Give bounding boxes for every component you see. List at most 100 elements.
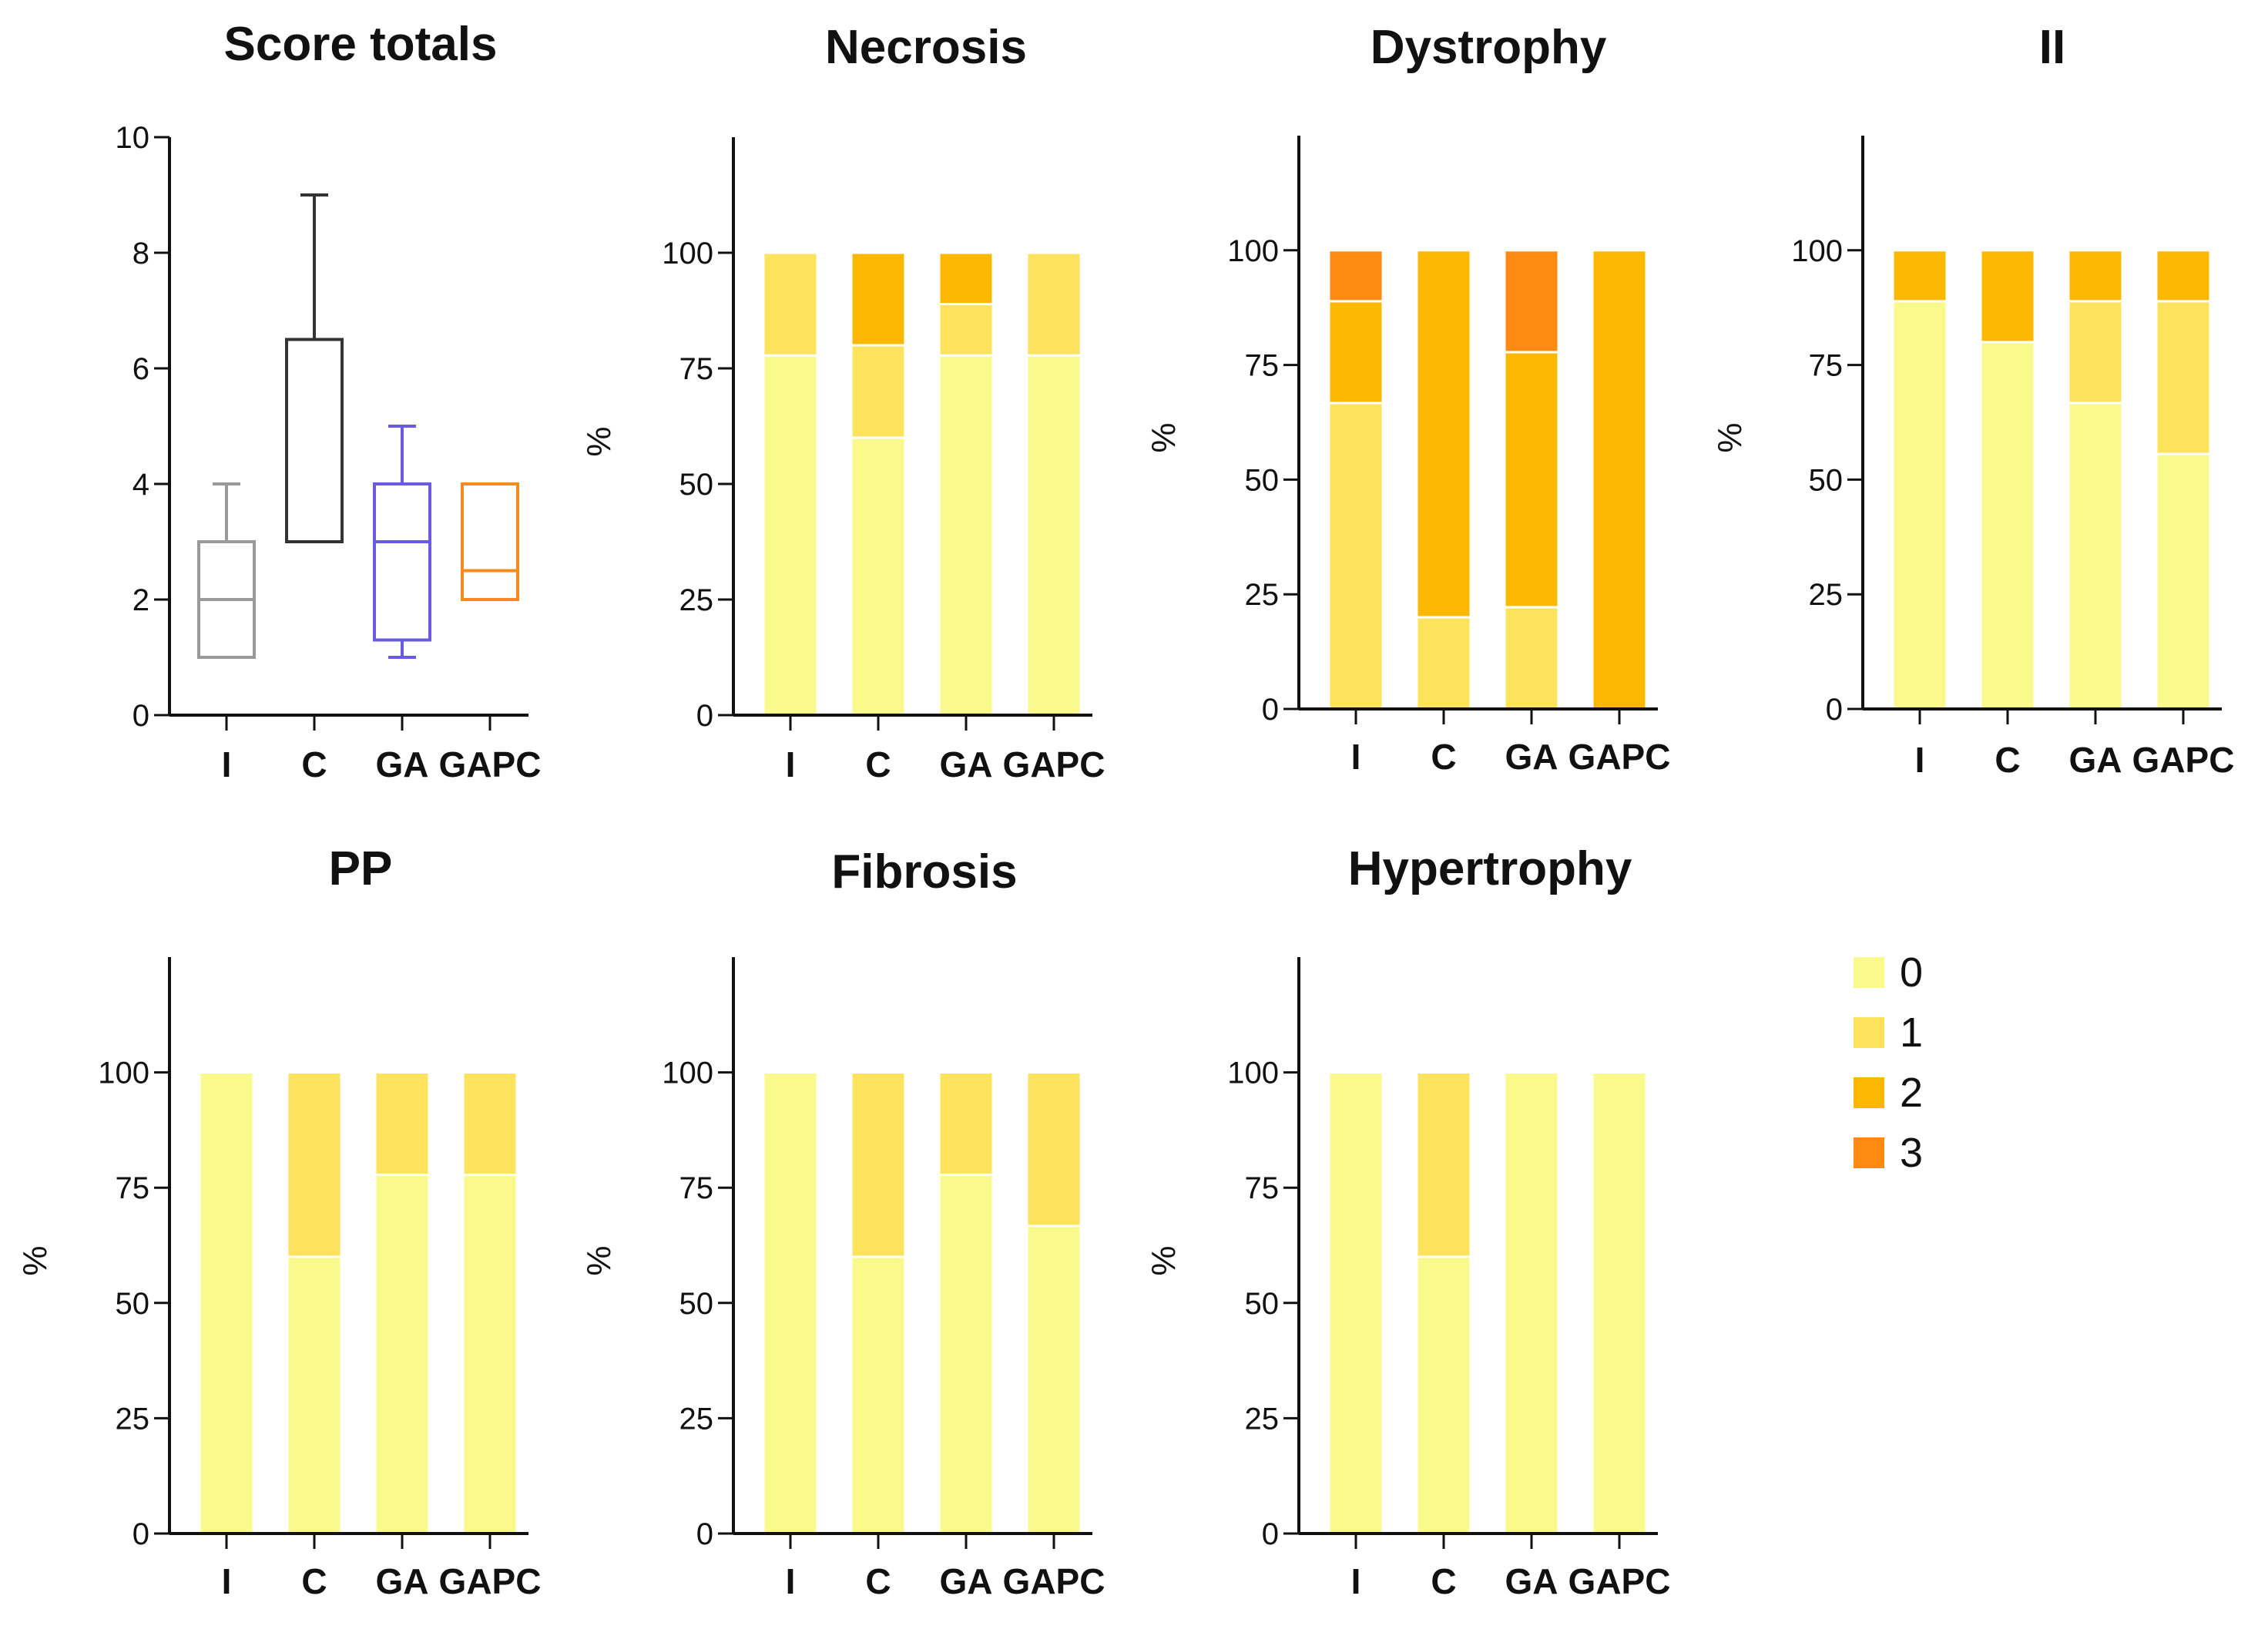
bar-i-score-0 <box>762 354 819 717</box>
box-gapc <box>461 482 519 601</box>
panel-title: Score totals <box>224 18 498 71</box>
y-tick-label: 0 <box>133 1517 149 1551</box>
bar-gapc-score-1 <box>1025 1071 1082 1228</box>
y-tick-label: 50 <box>1245 1287 1280 1321</box>
y-tick-label: 100 <box>1791 234 1843 268</box>
x-tick-label: GA <box>1505 1561 1558 1601</box>
bar-ga-score-1 <box>374 1071 431 1176</box>
y-axis-label: % <box>580 426 618 456</box>
bar-ga-score-1 <box>1503 606 1560 711</box>
x-tick-label: C <box>1431 1561 1456 1601</box>
panel-necrosis: Necrosis% 0 25 50 75 100 I C GA GAPC <box>580 21 1105 784</box>
y-tick-label: 0 <box>696 699 713 733</box>
bar-gapc-score-1 <box>461 1071 518 1176</box>
y-tick-label: 75 <box>1245 1171 1280 1205</box>
y-tick-label: 75 <box>1809 349 1844 383</box>
x-tick-label: I <box>1351 1561 1361 1601</box>
y-tick-label: 100 <box>662 1057 713 1090</box>
bar-c-score-0 <box>286 1255 343 1535</box>
bar-gapc-score-0 <box>2155 452 2212 711</box>
bar-ga-score-0 <box>374 1173 431 1535</box>
legend-swatch-0 <box>1854 957 1884 988</box>
bar-c-score-1 <box>1415 1071 1472 1258</box>
x-tick-label: C <box>301 744 327 784</box>
y-tick-label: 75 <box>679 1171 714 1205</box>
bar-ga-score-1 <box>2067 300 2124 405</box>
x-tick-label: C <box>301 1561 327 1601</box>
y-tick-label: 100 <box>662 237 713 270</box>
y-tick-label: 50 <box>679 468 714 502</box>
x-tick-label: C <box>1995 740 2020 780</box>
bar-c-score-0 <box>1979 341 2036 711</box>
x-tick-label: I <box>222 744 232 784</box>
y-axis-label: % <box>16 1245 54 1275</box>
x-tick-label: C <box>865 744 891 784</box>
y-axis-label: % <box>1145 422 1183 452</box>
y-tick-label: 25 <box>116 1402 150 1436</box>
y-tick-label: 75 <box>679 352 714 386</box>
bar-gapc-score-1 <box>1025 251 1082 357</box>
bar-c-score-1 <box>850 344 907 439</box>
y-tick-label: 0 <box>1262 693 1279 727</box>
y-tick-label: 2 <box>133 583 149 617</box>
legend-label-1: 1 <box>1900 1010 1923 1056</box>
y-tick-label: 25 <box>1245 1402 1280 1436</box>
panel-title: Fibrosis <box>831 845 1017 899</box>
x-tick-label: GAPC <box>1568 737 1671 777</box>
bar-gapc-score-0 <box>1025 1225 1082 1535</box>
y-tick-label: 100 <box>1227 1057 1279 1090</box>
y-tick-label: 4 <box>133 468 149 502</box>
bar-c-score-0 <box>1415 1255 1472 1535</box>
bar-i-score-0 <box>1327 1071 1384 1535</box>
bar-i-score-3 <box>1327 249 1384 303</box>
y-tick-label: 8 <box>133 237 149 270</box>
bar-i-score-2 <box>1891 249 1948 303</box>
bar-c-score-0 <box>850 436 907 717</box>
y-tick-label: 25 <box>679 583 714 617</box>
panel-title: Necrosis <box>825 21 1027 74</box>
y-tick-label: 50 <box>1245 463 1280 497</box>
bar-gapc-score-2 <box>1591 249 1648 711</box>
x-tick-label: C <box>1431 737 1456 777</box>
x-tick-label: I <box>786 744 796 784</box>
box-c <box>285 338 344 543</box>
bar-ga-score-0 <box>938 354 995 717</box>
x-tick-label: GAPC <box>2132 740 2235 780</box>
bar-i-score-1 <box>1327 401 1384 711</box>
bar-gapc-score-1 <box>2155 300 2212 455</box>
bar-ga-score-3 <box>1503 249 1560 354</box>
bar-ga-score-1 <box>938 303 995 357</box>
legend-swatch-1 <box>1854 1017 1884 1048</box>
x-tick-label: GAPC <box>439 744 542 784</box>
x-tick-label: I <box>1915 740 1925 780</box>
y-tick-label: 50 <box>1809 463 1844 497</box>
bar-c-score-1 <box>1415 616 1472 711</box>
bar-ga-score-1 <box>938 1071 995 1176</box>
x-tick-label: GA <box>2069 740 2122 780</box>
x-tick-label: GA <box>1505 737 1558 777</box>
bar-c-score-1 <box>850 1071 907 1258</box>
x-tick-label: GAPC <box>1568 1561 1671 1601</box>
bar-gapc-score-0 <box>1025 354 1082 717</box>
y-tick-label: 75 <box>1245 349 1280 383</box>
box-ga <box>373 482 431 642</box>
y-tick-label: 75 <box>116 1171 150 1205</box>
legend-label-0: 0 <box>1900 949 1923 996</box>
panel-pp: PP% 0 25 50 75 100 I C GA GAPC <box>16 842 541 1601</box>
x-tick-label: GA <box>940 744 993 784</box>
panel-dystrophy: Dystrophy% 0 25 50 75 100 I C GA GAPC <box>1145 21 1670 777</box>
y-tick-label: 50 <box>679 1287 714 1321</box>
bar-c-score-2 <box>1979 249 2036 344</box>
bar-ga-score-2 <box>1503 351 1560 609</box>
bar-ga-score-2 <box>2067 249 2124 303</box>
legend: 0 1 2 3 <box>1854 949 1923 1176</box>
y-tick-label: 50 <box>116 1287 150 1321</box>
bar-i-score-0 <box>762 1071 819 1535</box>
panel-hypertrophy: Hypertrophy% 0 25 50 75 100 I C GA GAPC <box>1145 842 1670 1601</box>
y-tick-label: 100 <box>1227 234 1279 268</box>
bar-ga-score-2 <box>938 251 995 306</box>
bar-c-score-2 <box>1415 249 1472 619</box>
y-axis-label: % <box>1145 1245 1183 1275</box>
panel-title: PP <box>329 842 393 895</box>
